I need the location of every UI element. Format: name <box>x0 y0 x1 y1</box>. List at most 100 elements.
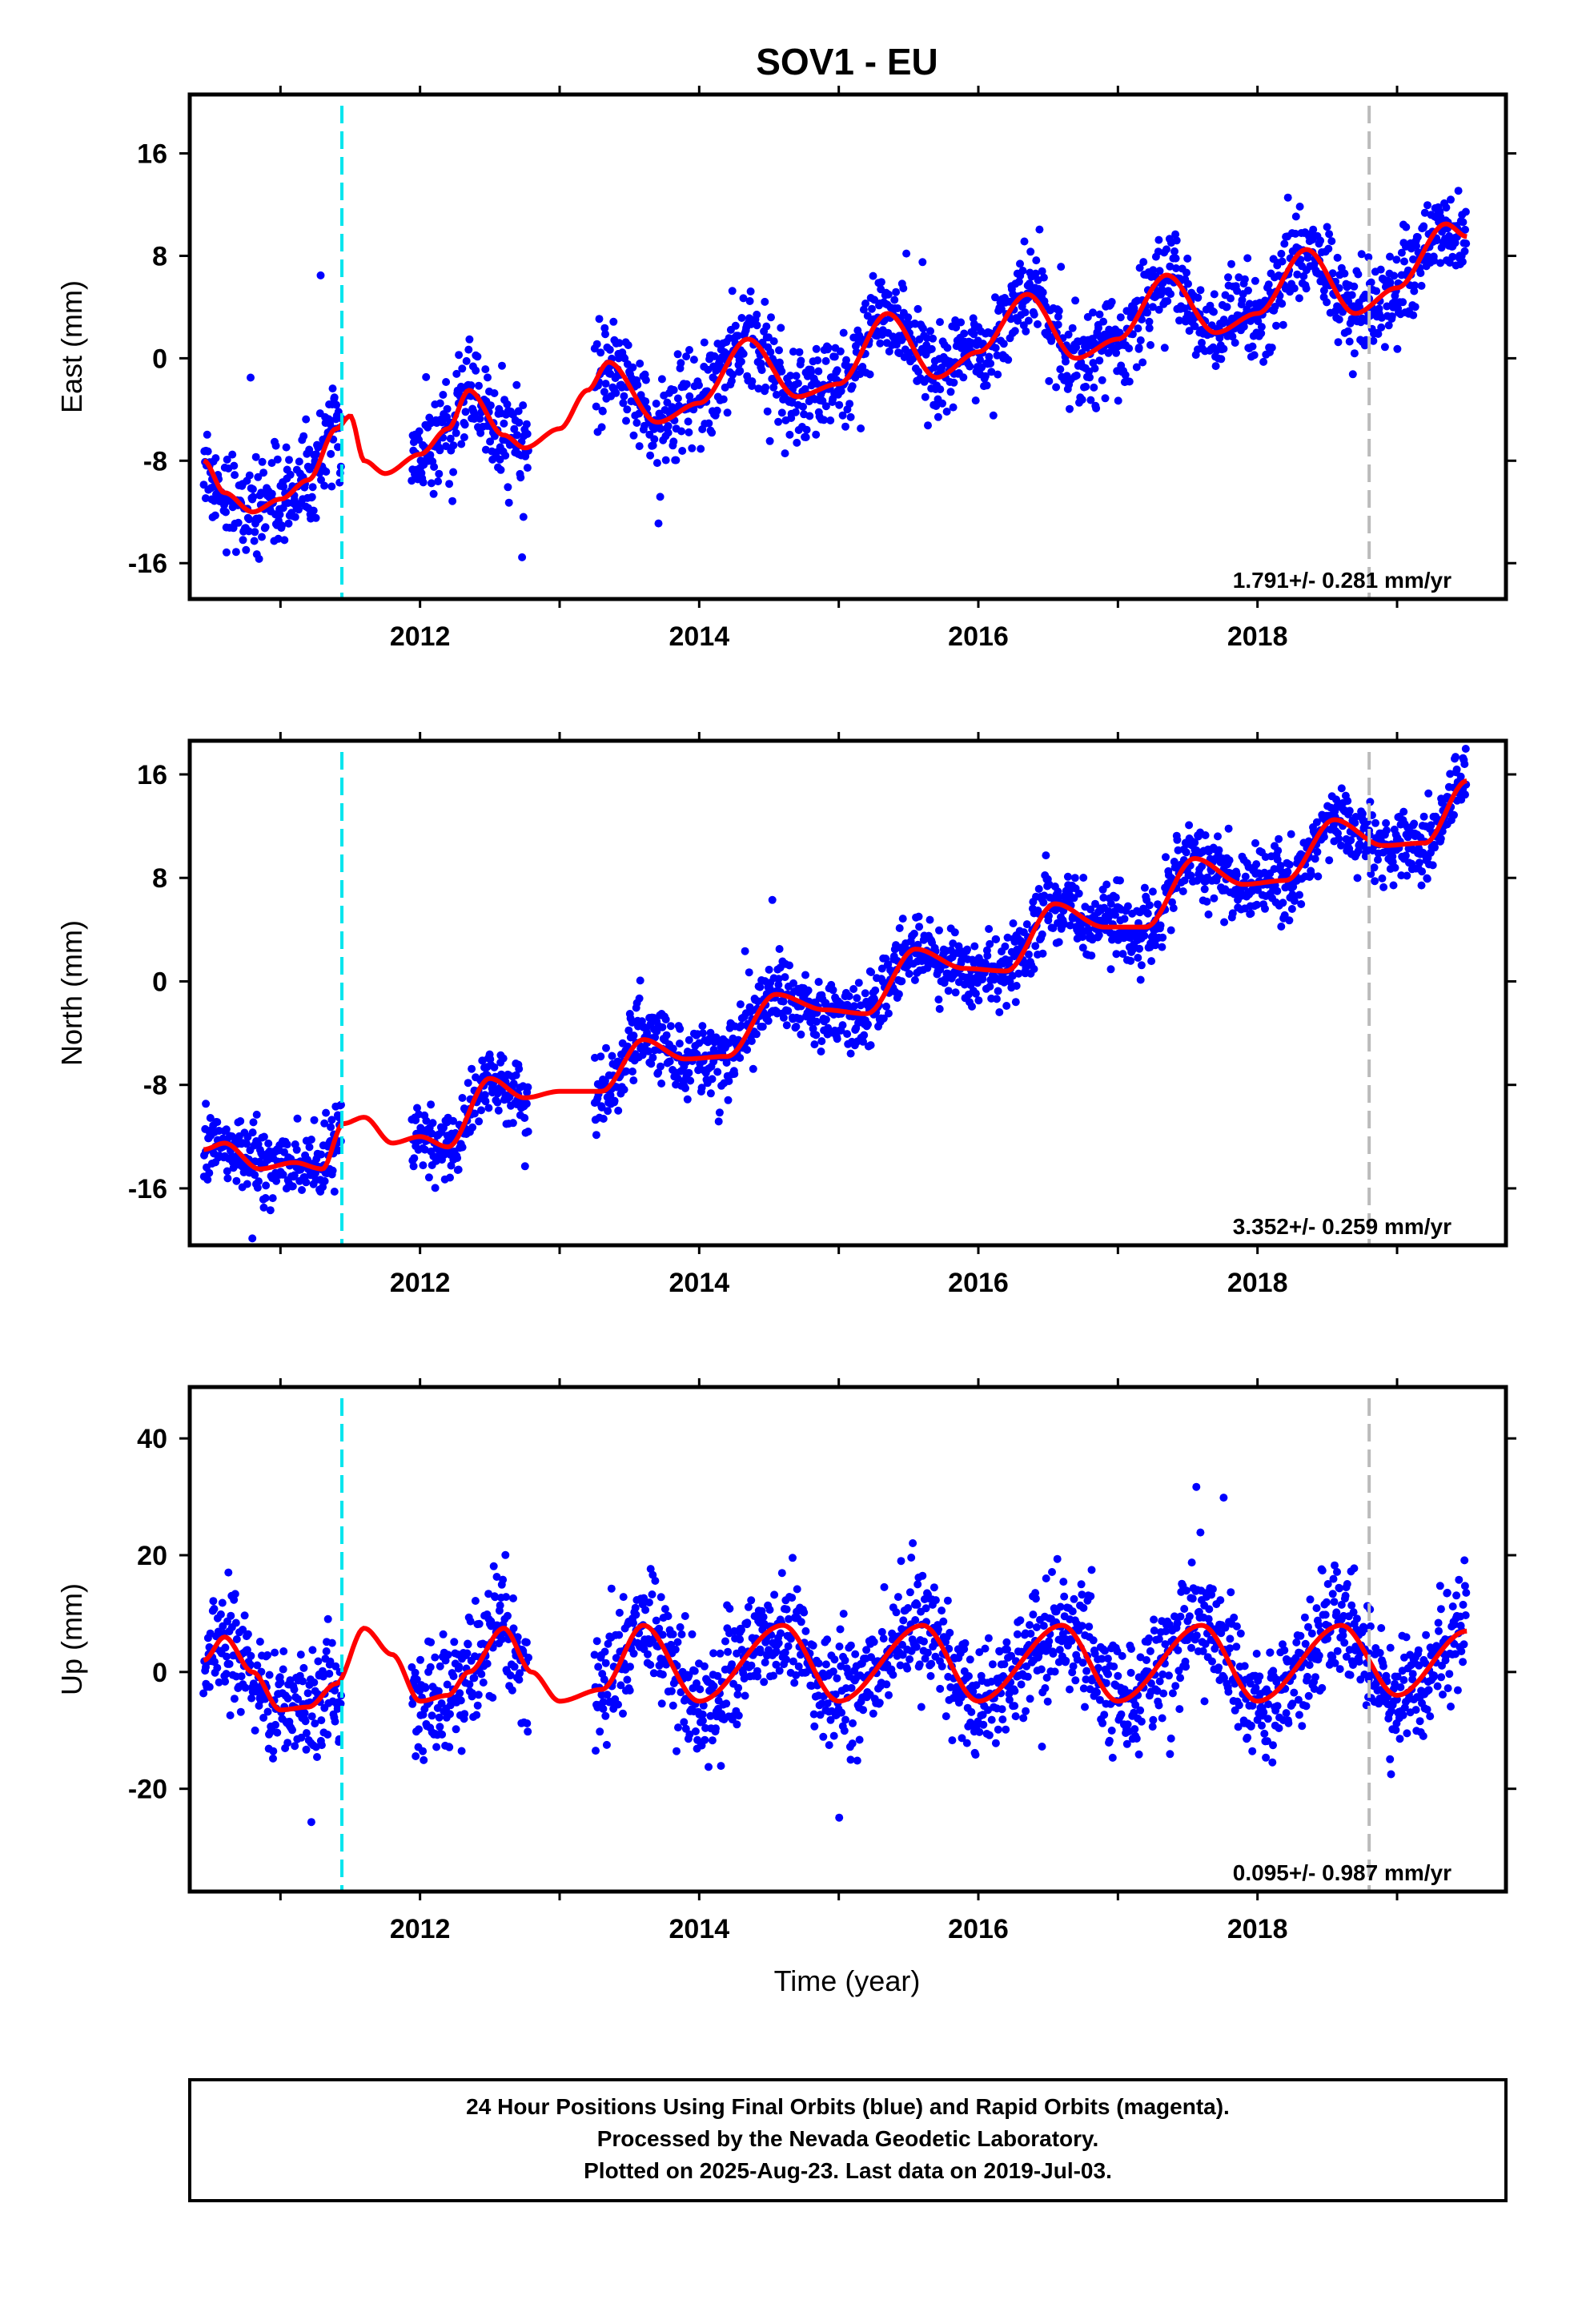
east-x-tick-label: 2018 <box>1227 621 1288 652</box>
north-data-point <box>1224 824 1233 833</box>
up-data-point <box>761 1658 769 1667</box>
up-data-point <box>664 1612 673 1621</box>
up-data-point <box>840 1727 849 1735</box>
north-data-point <box>468 1064 476 1073</box>
north-data-point <box>1251 838 1259 847</box>
north-data-point <box>654 1068 663 1077</box>
east-data-point <box>274 534 283 543</box>
north-data-point <box>272 1176 281 1185</box>
up-data-point <box>496 1601 504 1610</box>
east-data-point <box>1231 339 1239 347</box>
north-data-point <box>458 1143 467 1152</box>
up-data-point <box>227 1611 235 1620</box>
up-data-point <box>709 1682 718 1691</box>
north-data-point <box>843 1030 852 1039</box>
east-data-point <box>628 363 637 372</box>
east-data-point <box>446 434 455 443</box>
east-data-point <box>612 388 620 397</box>
east-data-point <box>512 431 521 440</box>
up-data-point <box>1013 1630 1022 1638</box>
up-data-point <box>288 1726 296 1735</box>
east-data-point <box>1223 303 1231 312</box>
east-data-point <box>986 359 995 368</box>
north-data-point <box>292 1145 301 1154</box>
north-data-point <box>464 1079 472 1088</box>
up-data-point <box>420 1755 428 1764</box>
east-data-point <box>1291 229 1300 238</box>
east-data-point <box>1296 255 1305 264</box>
north-data-point <box>683 1095 692 1104</box>
north-data-point <box>614 1106 623 1115</box>
east-data-point <box>806 368 815 377</box>
east-data-point <box>689 405 698 414</box>
east-data-point <box>484 373 492 382</box>
east-data-point <box>757 360 765 368</box>
east-data-point <box>991 293 999 302</box>
up-data-point <box>1029 1610 1038 1619</box>
east-data-point <box>1134 344 1143 352</box>
east-data-point <box>684 417 693 426</box>
east-data-point <box>258 533 266 541</box>
north-data-point <box>477 1106 485 1115</box>
up-data-point <box>255 1638 264 1646</box>
east-data-point <box>700 338 709 347</box>
east-data-point <box>1248 342 1257 351</box>
east-data-point <box>439 391 448 399</box>
up-data-point <box>859 1706 868 1715</box>
up-data-point <box>788 1594 797 1602</box>
east-data-point <box>673 350 682 359</box>
east-data-point <box>677 359 685 368</box>
east-data-point <box>1277 249 1286 258</box>
east-data-point <box>1121 371 1130 380</box>
up-data-point <box>829 1667 837 1676</box>
up-data-point <box>930 1583 938 1592</box>
east-data-point <box>1086 373 1094 382</box>
north-data-point <box>845 992 853 1000</box>
up-data-point <box>784 1642 793 1651</box>
east-data-point <box>1045 376 1054 385</box>
east-data-point <box>203 430 211 439</box>
east-data-point <box>719 395 728 404</box>
east-data-point <box>648 441 657 450</box>
up-data-point <box>1017 1680 1026 1689</box>
east-x-tick-label: 2014 <box>669 621 730 652</box>
north-data-point <box>1158 933 1167 942</box>
east-data-point <box>772 390 781 399</box>
north-data-point <box>248 1234 257 1243</box>
east-data-point <box>516 473 525 482</box>
east-data-point <box>203 447 212 456</box>
north-data-point <box>1371 877 1379 886</box>
east-data-point <box>299 432 308 440</box>
north-data-point <box>1126 956 1135 965</box>
east-data-point <box>295 457 303 466</box>
east-rate-label: 1.791+/- 0.281 mm/yr <box>1233 568 1452 593</box>
east-data-point <box>1092 404 1101 412</box>
up-data-point <box>800 1608 809 1617</box>
east-data-point <box>839 328 848 337</box>
north-data-point <box>302 1178 311 1187</box>
east-data-point <box>1267 344 1276 352</box>
east-data-point <box>868 304 876 313</box>
north-data-point <box>213 1118 222 1127</box>
east-data-point <box>981 372 990 380</box>
east-data-point <box>1098 376 1106 384</box>
up-data-point <box>691 1727 700 1735</box>
up-data-point <box>276 1679 285 1687</box>
east-data-point <box>938 399 946 408</box>
north-data-point <box>722 1059 731 1067</box>
north-data-point <box>1232 870 1241 879</box>
east-data-point <box>514 407 523 416</box>
east-data-point <box>460 420 469 429</box>
up-data-point <box>847 1683 856 1692</box>
up-data-point <box>841 1715 849 1724</box>
east-data-point <box>769 383 778 392</box>
up-data-point <box>313 1753 321 1761</box>
east-data-point <box>1211 362 1220 371</box>
north-x-tick-label: 2016 <box>948 1268 1009 1298</box>
north-data-point <box>1009 919 1018 927</box>
north-data-point <box>838 1021 847 1030</box>
east-data-point <box>278 521 287 530</box>
up-data-point <box>317 1716 326 1725</box>
east-data-point <box>757 366 766 375</box>
east-data-point <box>600 324 609 332</box>
